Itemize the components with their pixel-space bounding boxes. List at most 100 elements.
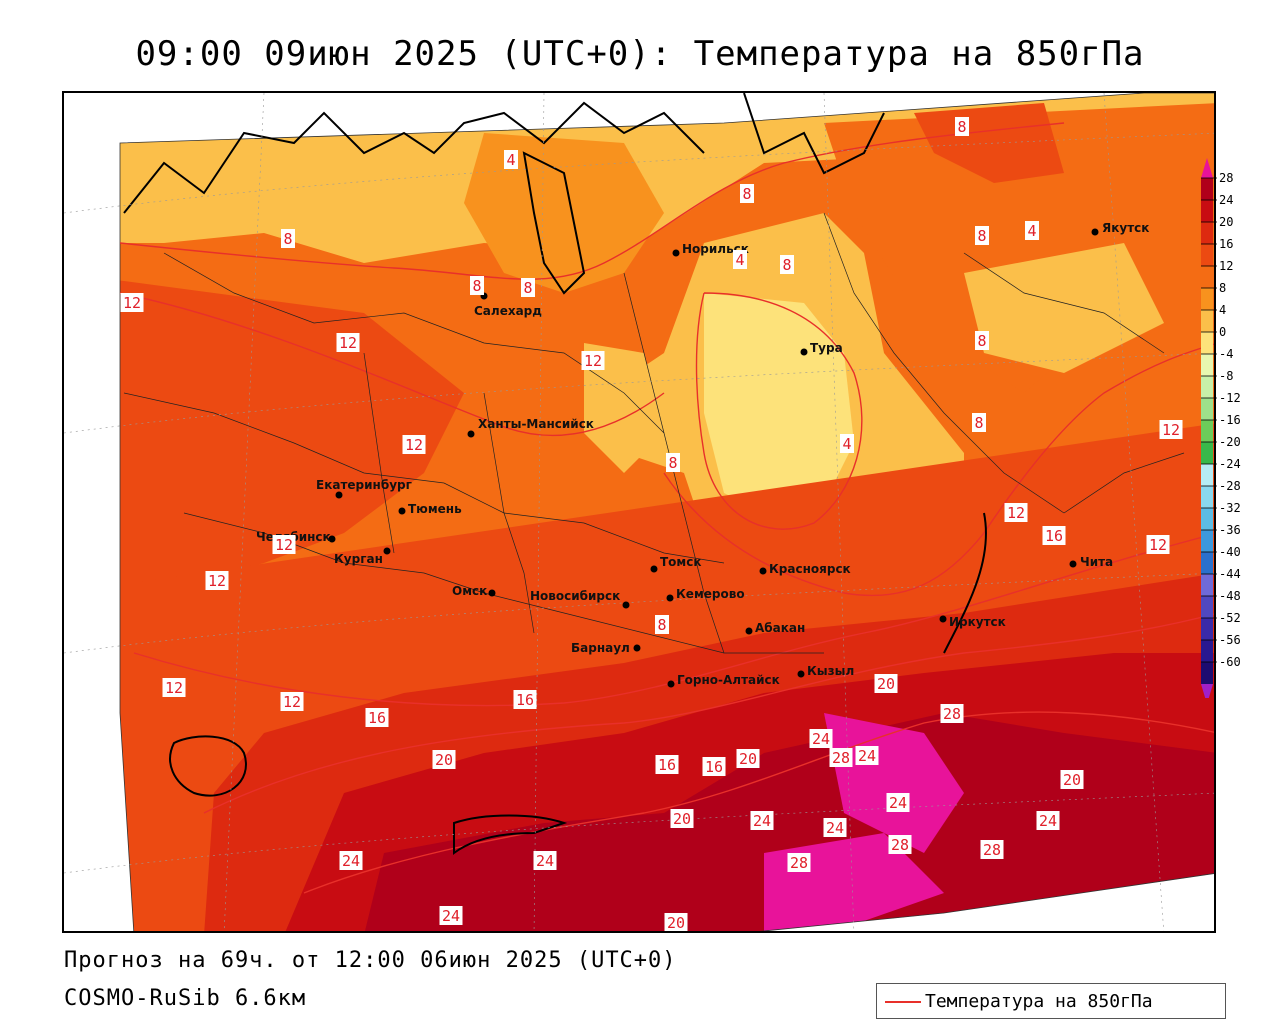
svg-text:12: 12 xyxy=(123,294,141,312)
svg-text:12: 12 xyxy=(405,436,423,454)
contour-label: 16 xyxy=(702,757,726,776)
svg-text:24: 24 xyxy=(889,794,907,812)
city-tomsk: Томск xyxy=(650,555,702,573)
contour-labels: 8 4 8 8 8 4 4 8 8 8 12 12 8 12 8 4 8 12 12 12 16 12 12 12 12 16 12… xyxy=(120,117,1183,931)
colorbar-swatch xyxy=(1201,618,1213,640)
svg-text:8: 8 xyxy=(977,227,986,245)
colorbar-label: -32 xyxy=(1219,501,1241,515)
svg-text:20: 20 xyxy=(673,810,691,828)
contour-label: 16 xyxy=(365,708,389,727)
svg-text:24: 24 xyxy=(342,852,360,870)
colorbar-top-arrow xyxy=(1201,158,1213,178)
svg-text:Норильск: Норильск xyxy=(682,242,749,256)
svg-text:24: 24 xyxy=(753,812,771,830)
temperature-map: Якутск Норильск Салехард Тура Ханты-Манс… xyxy=(64,93,1214,931)
colorbar-label: -60 xyxy=(1219,655,1241,669)
svg-text:8: 8 xyxy=(283,230,292,248)
svg-text:16: 16 xyxy=(705,758,723,776)
svg-text:24: 24 xyxy=(536,852,554,870)
colorbar-swatch xyxy=(1201,310,1213,332)
svg-text:8: 8 xyxy=(657,616,666,634)
contour-label: 12 xyxy=(1159,420,1183,439)
map-frame: Якутск Норильск Салехард Тура Ханты-Манс… xyxy=(62,91,1216,933)
svg-text:8: 8 xyxy=(523,279,532,297)
svg-text:Тура: Тура xyxy=(810,341,843,355)
city-chita: Чита xyxy=(1069,555,1113,569)
city-abakan: Абакан xyxy=(745,621,805,635)
svg-text:Курган: Курган xyxy=(334,552,383,566)
svg-text:Чита: Чита xyxy=(1080,555,1113,569)
contour-label: 8 xyxy=(281,229,295,248)
contour-label: 12 xyxy=(272,535,296,554)
city-gorno-altaysk: Горно-Алтайск xyxy=(667,673,780,688)
city-omsk: Омск xyxy=(452,584,496,598)
contour-label: 8 xyxy=(975,331,989,350)
colorbar-label: -16 xyxy=(1219,413,1241,427)
city-novosibirsk: Новосибирск xyxy=(530,589,630,609)
contour-label: 24 xyxy=(886,793,910,812)
contour-label: 8 xyxy=(655,615,669,634)
temperature-field xyxy=(120,93,1214,931)
colorbar-swatch xyxy=(1201,178,1213,200)
contour-label: 28 xyxy=(940,704,964,723)
contour-label: 20 xyxy=(1060,770,1084,789)
colorbar-label: 12 xyxy=(1219,259,1233,273)
contour-label: 24 xyxy=(533,851,557,870)
svg-text:12: 12 xyxy=(584,352,602,370)
city-ekaterinburg: Екатеринбург xyxy=(316,478,412,499)
forecast-info: Прогноз на 69ч. от 12:00 06июн 2025 (UTC… xyxy=(64,948,677,973)
colorbar-swatch xyxy=(1201,596,1213,618)
colorbar-swatch xyxy=(1201,222,1213,244)
svg-text:12: 12 xyxy=(1007,504,1025,522)
svg-text:12: 12 xyxy=(1162,421,1180,439)
contour-label: 24 xyxy=(339,851,363,870)
colorbar-swatch xyxy=(1201,530,1213,552)
contour-label: 20 xyxy=(670,809,694,828)
svg-text:Салехард: Салехард xyxy=(474,304,542,318)
contour-label: 12 xyxy=(402,435,426,454)
svg-text:12: 12 xyxy=(1149,536,1167,554)
svg-text:Якутск: Якутск xyxy=(1102,221,1149,235)
contour-label: 12 xyxy=(1004,503,1028,522)
svg-text:24: 24 xyxy=(442,907,460,925)
colorbar-label: 16 xyxy=(1219,237,1233,251)
contour-label: 8 xyxy=(780,255,794,274)
model-name: COSMO-RuSib 6.6км xyxy=(64,986,307,1011)
svg-text:12: 12 xyxy=(339,334,357,352)
contour-label: 28 xyxy=(787,853,811,872)
contour-label: 24 xyxy=(809,729,833,748)
svg-text:Иркутск: Иркутск xyxy=(949,615,1006,629)
colorbar-label: 28 xyxy=(1219,171,1233,185)
legend-label: Температура на 850гПа xyxy=(925,991,1153,1012)
svg-text:28: 28 xyxy=(983,841,1001,859)
svg-text:12: 12 xyxy=(208,572,226,590)
colorbar-swatch xyxy=(1201,244,1213,266)
contour-label: 8 xyxy=(666,453,680,472)
city-chelyabinsk: Челябинск xyxy=(256,530,336,544)
city-barnaul: Барнаул xyxy=(571,641,641,655)
colorbar-swatch xyxy=(1201,662,1213,684)
city-khanty-mansiysk: Ханты-Мансийск xyxy=(467,417,594,438)
contour-label: 24 xyxy=(823,818,847,837)
colorbar-swatch xyxy=(1201,464,1213,486)
city-irkutsk: Иркутск xyxy=(939,615,1006,629)
svg-text:Кемерово: Кемерово xyxy=(676,587,745,601)
colorbar-label: -44 xyxy=(1219,567,1241,581)
colorbar-label: -36 xyxy=(1219,523,1241,537)
colorbar-label: -56 xyxy=(1219,633,1241,647)
colorbar-bottom-arrow xyxy=(1201,684,1213,698)
city-kyzyl: Кызыл xyxy=(797,664,854,678)
colorbar-swatch xyxy=(1201,574,1213,596)
contour-label: 12 xyxy=(205,571,229,590)
colorbar-swatch xyxy=(1201,354,1213,376)
colorbar: 28 24 20 16 12 8 4 0 -4 -8 -12 -16 -20 -24 -28 -32 -36 -4… xyxy=(1201,158,1241,698)
contour-label: 20 xyxy=(736,749,760,768)
contour-label: 16 xyxy=(513,690,537,709)
city-tura: Тура xyxy=(800,341,843,356)
contour-label: 4 xyxy=(733,250,747,269)
colorbar-label: -28 xyxy=(1219,479,1241,493)
svg-text:28: 28 xyxy=(832,749,850,767)
colorbar-swatch xyxy=(1201,508,1213,530)
svg-text:4: 4 xyxy=(735,251,744,269)
svg-text:Абакан: Абакан xyxy=(755,621,805,635)
